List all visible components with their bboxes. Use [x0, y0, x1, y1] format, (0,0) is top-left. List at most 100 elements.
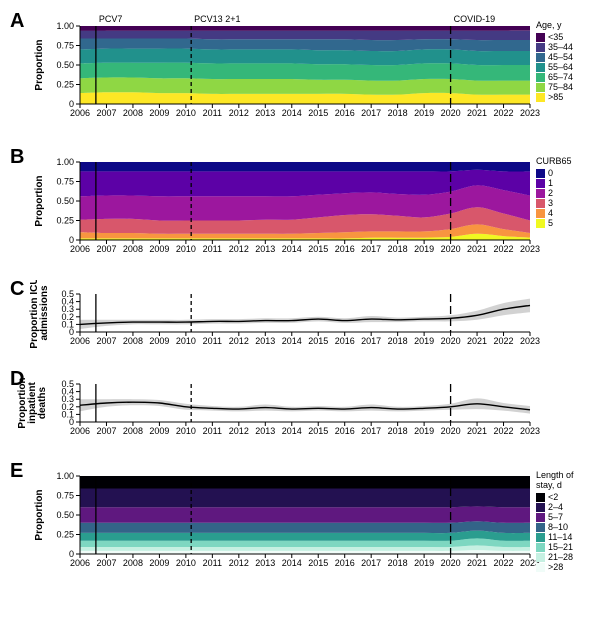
legend-item: >85	[536, 92, 563, 102]
y-axis-title: Proportion	[34, 39, 45, 90]
chart-B: 00.250.500.751.0020062007200820092010201…	[0, 148, 600, 258]
svg-text:65–74: 65–74	[548, 72, 573, 82]
xtick-label: 2011	[203, 244, 222, 254]
xtick-label: 2012	[229, 244, 249, 254]
xtick-label: 2008	[123, 108, 143, 118]
xtick-label: 2018	[388, 558, 408, 568]
xtick-label: 2018	[388, 108, 408, 118]
legend-item: >28	[536, 562, 563, 572]
legend-item: 35–44	[536, 42, 573, 52]
svg-text:15–21: 15–21	[548, 542, 573, 552]
chart-E: 00.250.500.751.0020062007200820092010201…	[0, 462, 600, 572]
xtick-label: 2018	[388, 426, 408, 436]
area-series	[80, 49, 530, 66]
xtick-label: 2013	[255, 244, 275, 254]
legend-item: <2	[536, 492, 558, 502]
xtick-label: 2013	[255, 426, 275, 436]
ytick-label: 0.50	[56, 510, 74, 520]
legend-item: 2–4	[536, 502, 563, 512]
xtick-label: 2016	[335, 336, 355, 346]
xtick-label: 2010	[176, 336, 196, 346]
svg-text:11–14: 11–14	[548, 532, 572, 542]
xtick-label: 2022	[494, 108, 514, 118]
legend-item: 0	[536, 168, 553, 178]
ci-band	[80, 299, 530, 329]
svg-text:35–44: 35–44	[548, 42, 573, 52]
xtick-label: 2012	[229, 108, 249, 118]
area-series	[80, 26, 530, 31]
legend-item: 15–21	[536, 542, 573, 552]
y-axis-title: Proportion	[34, 489, 45, 540]
ytick-label: 0.50	[56, 196, 74, 206]
xtick-label: 2015	[308, 336, 328, 346]
svg-text:<35: <35	[548, 32, 563, 42]
ytick-label: 0.75	[56, 491, 74, 501]
xtick-label: 2009	[149, 244, 169, 254]
xtick-label: 2012	[229, 336, 249, 346]
svg-text:5: 5	[548, 218, 553, 228]
ytick-label: 1.00	[56, 21, 74, 31]
xtick-label: 2021	[467, 426, 487, 436]
xtick-label: 2016	[335, 426, 355, 436]
xtick-label: 2007	[96, 558, 116, 568]
xtick-label: 2015	[308, 558, 328, 568]
xtick-label: 2020	[441, 558, 461, 568]
xtick-label: 2012	[229, 426, 249, 436]
legend-title: CURB65	[536, 156, 572, 166]
xtick-label: 2015	[308, 244, 328, 254]
xtick-label: 2011	[203, 426, 222, 436]
ytick-label: 0.50	[56, 60, 74, 70]
svg-text:3: 3	[548, 198, 553, 208]
svg-text:55–64: 55–64	[548, 62, 573, 72]
svg-text:45–54: 45–54	[548, 52, 573, 62]
event-label: PCV13 2+1	[194, 14, 240, 24]
svg-text:1: 1	[548, 178, 553, 188]
legend-item: 75–84	[536, 82, 573, 92]
xtick-label: 2019	[414, 108, 434, 118]
xtick-label: 2022	[494, 336, 514, 346]
xtick-label: 2006	[70, 558, 90, 568]
svg-text:>28: >28	[548, 562, 563, 572]
xtick-label: 2022	[494, 426, 514, 436]
xtick-label: 2014	[282, 426, 302, 436]
xtick-label: 2023	[520, 426, 540, 436]
xtick-label: 2007	[96, 244, 116, 254]
xtick-label: 2015	[308, 426, 328, 436]
area-series	[80, 77, 530, 94]
xtick-label: 2015	[308, 108, 328, 118]
area-series	[80, 506, 530, 523]
ytick-label: 1.00	[56, 157, 74, 167]
legend-title: Length of	[536, 470, 574, 480]
xtick-label: 2014	[282, 558, 302, 568]
xtick-label: 2016	[335, 558, 355, 568]
svg-text:>85: >85	[548, 92, 563, 102]
area-series	[80, 521, 530, 533]
xtick-label: 2014	[282, 108, 302, 118]
y-axis-title: Proportion ICUadmissions	[29, 280, 50, 349]
svg-text:0: 0	[548, 168, 553, 178]
xtick-label: 2010	[176, 426, 196, 436]
legend-item: 5	[536, 218, 553, 228]
y-axis-title: Proportion	[34, 175, 45, 226]
ci-band	[80, 398, 530, 413]
legend-item: 2	[536, 188, 553, 198]
xtick-label: 2007	[96, 336, 116, 346]
xtick-label: 2018	[388, 336, 408, 346]
xtick-label: 2012	[229, 558, 249, 568]
ytick-label: 1.00	[56, 471, 74, 481]
ytick-label: 0.25	[56, 530, 74, 540]
xtick-label: 2009	[149, 336, 169, 346]
xtick-label: 2020	[441, 336, 461, 346]
xtick-label: 2016	[335, 108, 355, 118]
xtick-label: 2020	[441, 244, 461, 254]
xtick-label: 2017	[361, 426, 381, 436]
legend-item: 45–54	[536, 52, 573, 62]
legend-item: 8–10	[536, 522, 568, 532]
legend-item: 1	[536, 178, 553, 188]
xtick-label: 2006	[70, 244, 90, 254]
xtick-label: 2021	[467, 108, 487, 118]
xtick-label: 2017	[361, 558, 381, 568]
xtick-label: 2021	[467, 244, 487, 254]
xtick-label: 2007	[96, 426, 116, 436]
svg-text:75–84: 75–84	[548, 82, 573, 92]
